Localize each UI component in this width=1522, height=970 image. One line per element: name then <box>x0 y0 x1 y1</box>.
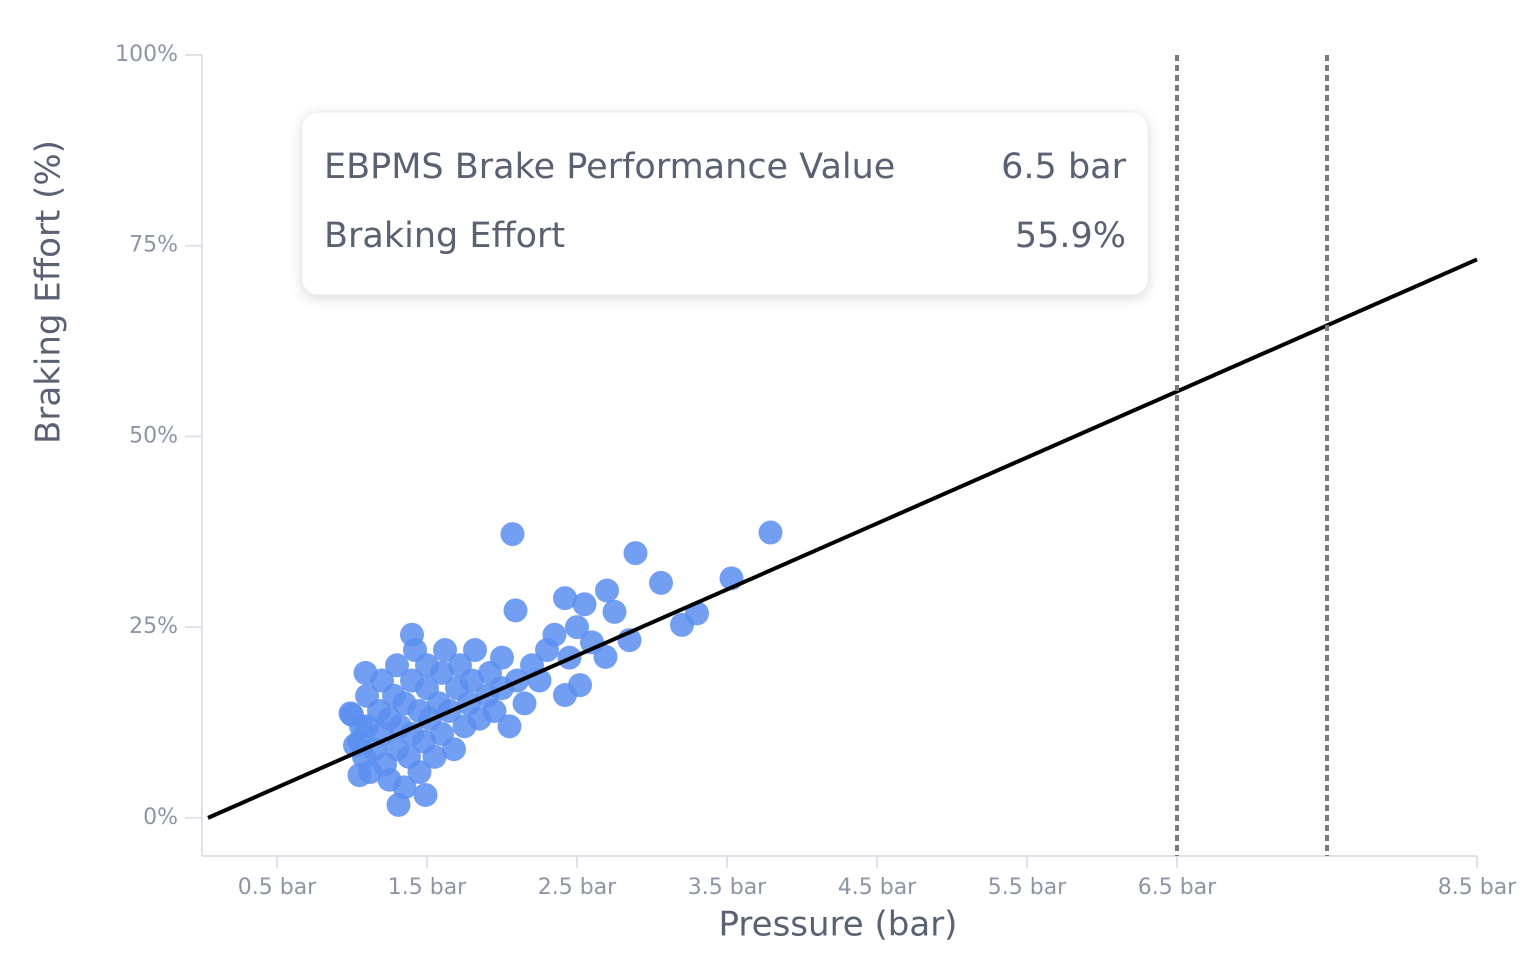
scatter-point <box>553 683 577 708</box>
scatter-point <box>338 701 363 726</box>
x-tick-label: 6.5 bar <box>1138 875 1217 900</box>
scatter-point <box>572 592 597 617</box>
tooltip-label: EBPMS Brake Performance Value <box>324 147 895 187</box>
scatter-point <box>595 578 619 603</box>
scatter-point <box>503 598 528 623</box>
scatter-point <box>542 622 567 647</box>
y-tick-label: 100% <box>115 42 178 67</box>
x-tick-label: 4.5 bar <box>838 875 917 900</box>
scatter-point <box>593 644 618 669</box>
trend-line <box>207 257 1478 820</box>
tooltip: EBPMS Brake Performance Value 6.5 bar Br… <box>301 111 1149 296</box>
tooltip-value: 55.9% <box>1015 216 1126 256</box>
scatter-point <box>497 714 522 739</box>
scatter-point <box>565 615 589 640</box>
scatter-point <box>400 622 424 647</box>
x-tick-label: 5.5 bar <box>988 875 1067 900</box>
x-axis-title: Pressure (bar) <box>719 905 958 945</box>
scatter-point <box>649 570 673 595</box>
scatter-point <box>490 645 514 670</box>
scatter-point <box>407 760 432 785</box>
x-tick-label: 2.5 bar <box>538 875 617 900</box>
scatter-point <box>422 744 447 769</box>
x-tick-label: 1.5 bar <box>388 875 467 900</box>
tooltip-value: 6.5 bar <box>1001 147 1126 187</box>
y-tick-label: 50% <box>129 423 178 448</box>
scatter-point <box>430 660 454 685</box>
scatter-point <box>482 699 507 724</box>
scatter-point <box>347 763 372 788</box>
scatter-point <box>463 638 487 663</box>
scatter-point <box>623 541 648 566</box>
y-tick-label: 75% <box>129 233 178 258</box>
scatter-point <box>386 792 411 817</box>
scatter-point <box>460 668 484 693</box>
y-tick-label: 25% <box>129 614 178 639</box>
tooltip-box <box>301 111 1149 296</box>
scatter-point <box>385 653 409 678</box>
y-tick-label: 0% <box>143 805 178 830</box>
scatter-point <box>413 782 438 807</box>
scatter-point <box>353 660 378 685</box>
x-tick-label: 0.5 bar <box>238 875 317 900</box>
scatter-point <box>512 691 537 716</box>
scatter-point <box>758 520 783 545</box>
scatter-point <box>433 638 457 663</box>
plot-area: 0% 25% 50% 75% 100% 0.5 bar 1.5 bar 2.5 bar 3.5 … <box>115 42 1517 900</box>
x-tick-label: 3.5 bar <box>688 875 767 900</box>
scatter-point <box>500 522 525 547</box>
x-tick-label: 8.5 bar <box>1438 875 1517 900</box>
scatter-point <box>670 612 694 637</box>
scatter-point <box>602 599 627 624</box>
y-axis-title: Braking Effort (%) <box>29 140 69 444</box>
scatter-point <box>553 586 577 611</box>
tooltip-label: Braking Effort <box>324 216 565 256</box>
scatter-point <box>442 737 466 762</box>
